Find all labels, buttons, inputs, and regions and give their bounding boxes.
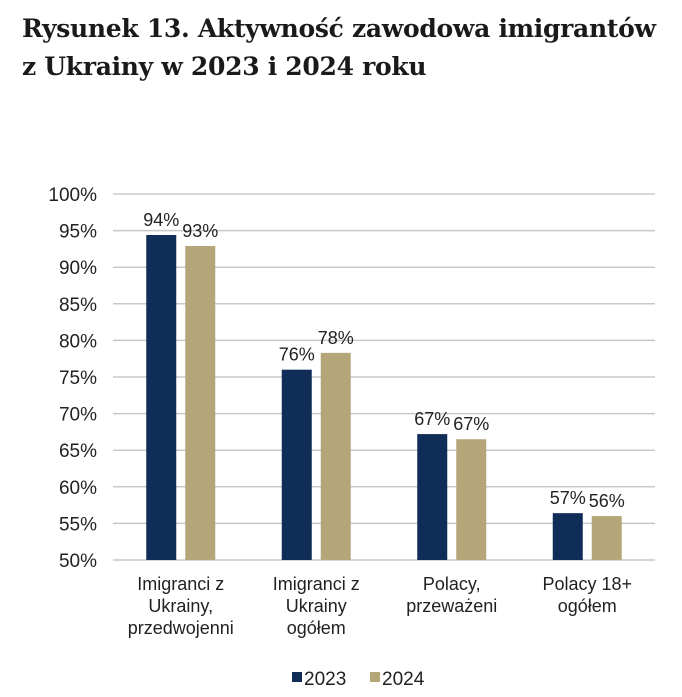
y-tick-label: 50%: [59, 551, 97, 572]
bar-2024: [185, 245, 216, 561]
figure-title: Rysunek 13. Aktywność zawodowa imigrantó…: [22, 10, 672, 86]
bar-2023: [146, 234, 177, 560]
y-tick-label: 95%: [59, 222, 97, 243]
data-label: 76%: [279, 345, 315, 365]
x-category-label: Imigranci z: [137, 574, 224, 594]
y-tick-label: 70%: [59, 405, 97, 426]
bar-2024: [456, 439, 487, 560]
bar-2024: [591, 516, 622, 560]
y-tick-label: 75%: [59, 368, 97, 389]
y-tick-label: 100%: [48, 185, 97, 206]
bar-2023: [281, 369, 312, 560]
data-label: 78%: [318, 328, 354, 348]
y-tick-label: 90%: [59, 258, 97, 279]
bar-2024: [320, 352, 351, 560]
data-label: 93%: [182, 221, 218, 241]
y-tick-label: 65%: [59, 441, 97, 462]
legend-label-2023: 2023: [304, 669, 346, 690]
bar-2023: [417, 434, 448, 560]
bar-2023: [552, 513, 583, 560]
x-category-label: Polacy,: [423, 574, 481, 594]
x-category-label: ogółem: [558, 596, 617, 616]
data-label: 94%: [143, 210, 179, 230]
y-tick-label: 55%: [59, 514, 97, 535]
x-category-label: Ukrainy: [286, 596, 347, 616]
x-category-label: Ukrainy,: [148, 596, 213, 616]
x-category-label: Imigranci z: [273, 574, 360, 594]
data-label: 67%: [414, 409, 450, 429]
x-category-label: przedwojenni: [128, 618, 234, 638]
legend-swatch-2024: [370, 672, 380, 682]
y-tick-label: 80%: [59, 331, 97, 352]
legend-label-2024: 2024: [382, 669, 425, 690]
x-category-label: Polacy 18+: [542, 574, 632, 594]
legend-swatch-2023: [292, 672, 302, 682]
figure-title-line-2: z Ukrainy w 2023 i 2024 roku: [22, 52, 427, 81]
data-label: 56%: [589, 491, 625, 511]
x-category-label: ogółem: [287, 618, 346, 638]
y-tick-label: 60%: [59, 478, 97, 499]
y-tick-label: 85%: [59, 295, 97, 316]
figure-title-line-1: Rysunek 13. Aktywność zawodowa imigrantó…: [22, 14, 656, 43]
x-category-label: przeważeni: [406, 596, 497, 616]
data-label: 67%: [453, 414, 489, 434]
data-label: 57%: [550, 488, 586, 508]
